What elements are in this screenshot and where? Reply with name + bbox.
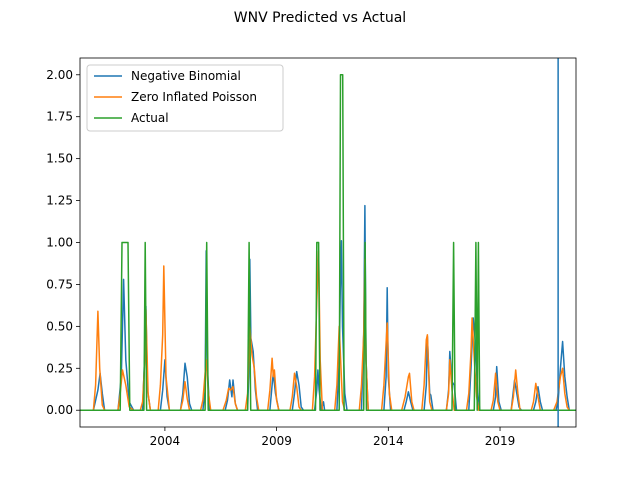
x-axis: 2004 2009 2014 2019 <box>150 427 516 448</box>
legend-label-zero-inflated-poisson: Zero Inflated Poisson <box>131 90 257 104</box>
chart-title: WNV Predicted vs Actual <box>234 10 406 26</box>
axes-frame <box>79 57 577 428</box>
y-tick-label: 0.00 <box>46 403 73 417</box>
legend-label-negative-binomial: Negative Binomial <box>131 69 241 83</box>
y-tick-label: 0.25 <box>46 361 73 375</box>
x-tick-label: 2004 <box>150 434 181 448</box>
legend-box <box>86 64 284 132</box>
y-tick-label: 1.50 <box>46 152 73 166</box>
y-tick-label: 0.50 <box>46 319 73 333</box>
y-axis: 0.00 0.25 0.50 0.75 1.00 1.25 1.50 1.75 2.00 <box>46 68 80 417</box>
legend-label-actual: Actual <box>131 111 169 125</box>
x-tick-label: 2014 <box>373 434 404 448</box>
y-tick-label: 2.00 <box>46 68 73 82</box>
series-line-actual <box>80 74 576 411</box>
legend: Negative Binomial Zero Inflated Poisson … <box>86 64 284 132</box>
x-tick-label: 2009 <box>261 434 292 448</box>
y-tick-label: 1.75 <box>46 110 73 124</box>
x-tick-label: 2019 <box>485 434 516 448</box>
y-tick-label: 1.25 <box>46 194 73 208</box>
y-tick-label: 1.00 <box>46 236 73 250</box>
y-tick-label: 0.75 <box>46 277 73 291</box>
series-layer <box>80 74 576 411</box>
